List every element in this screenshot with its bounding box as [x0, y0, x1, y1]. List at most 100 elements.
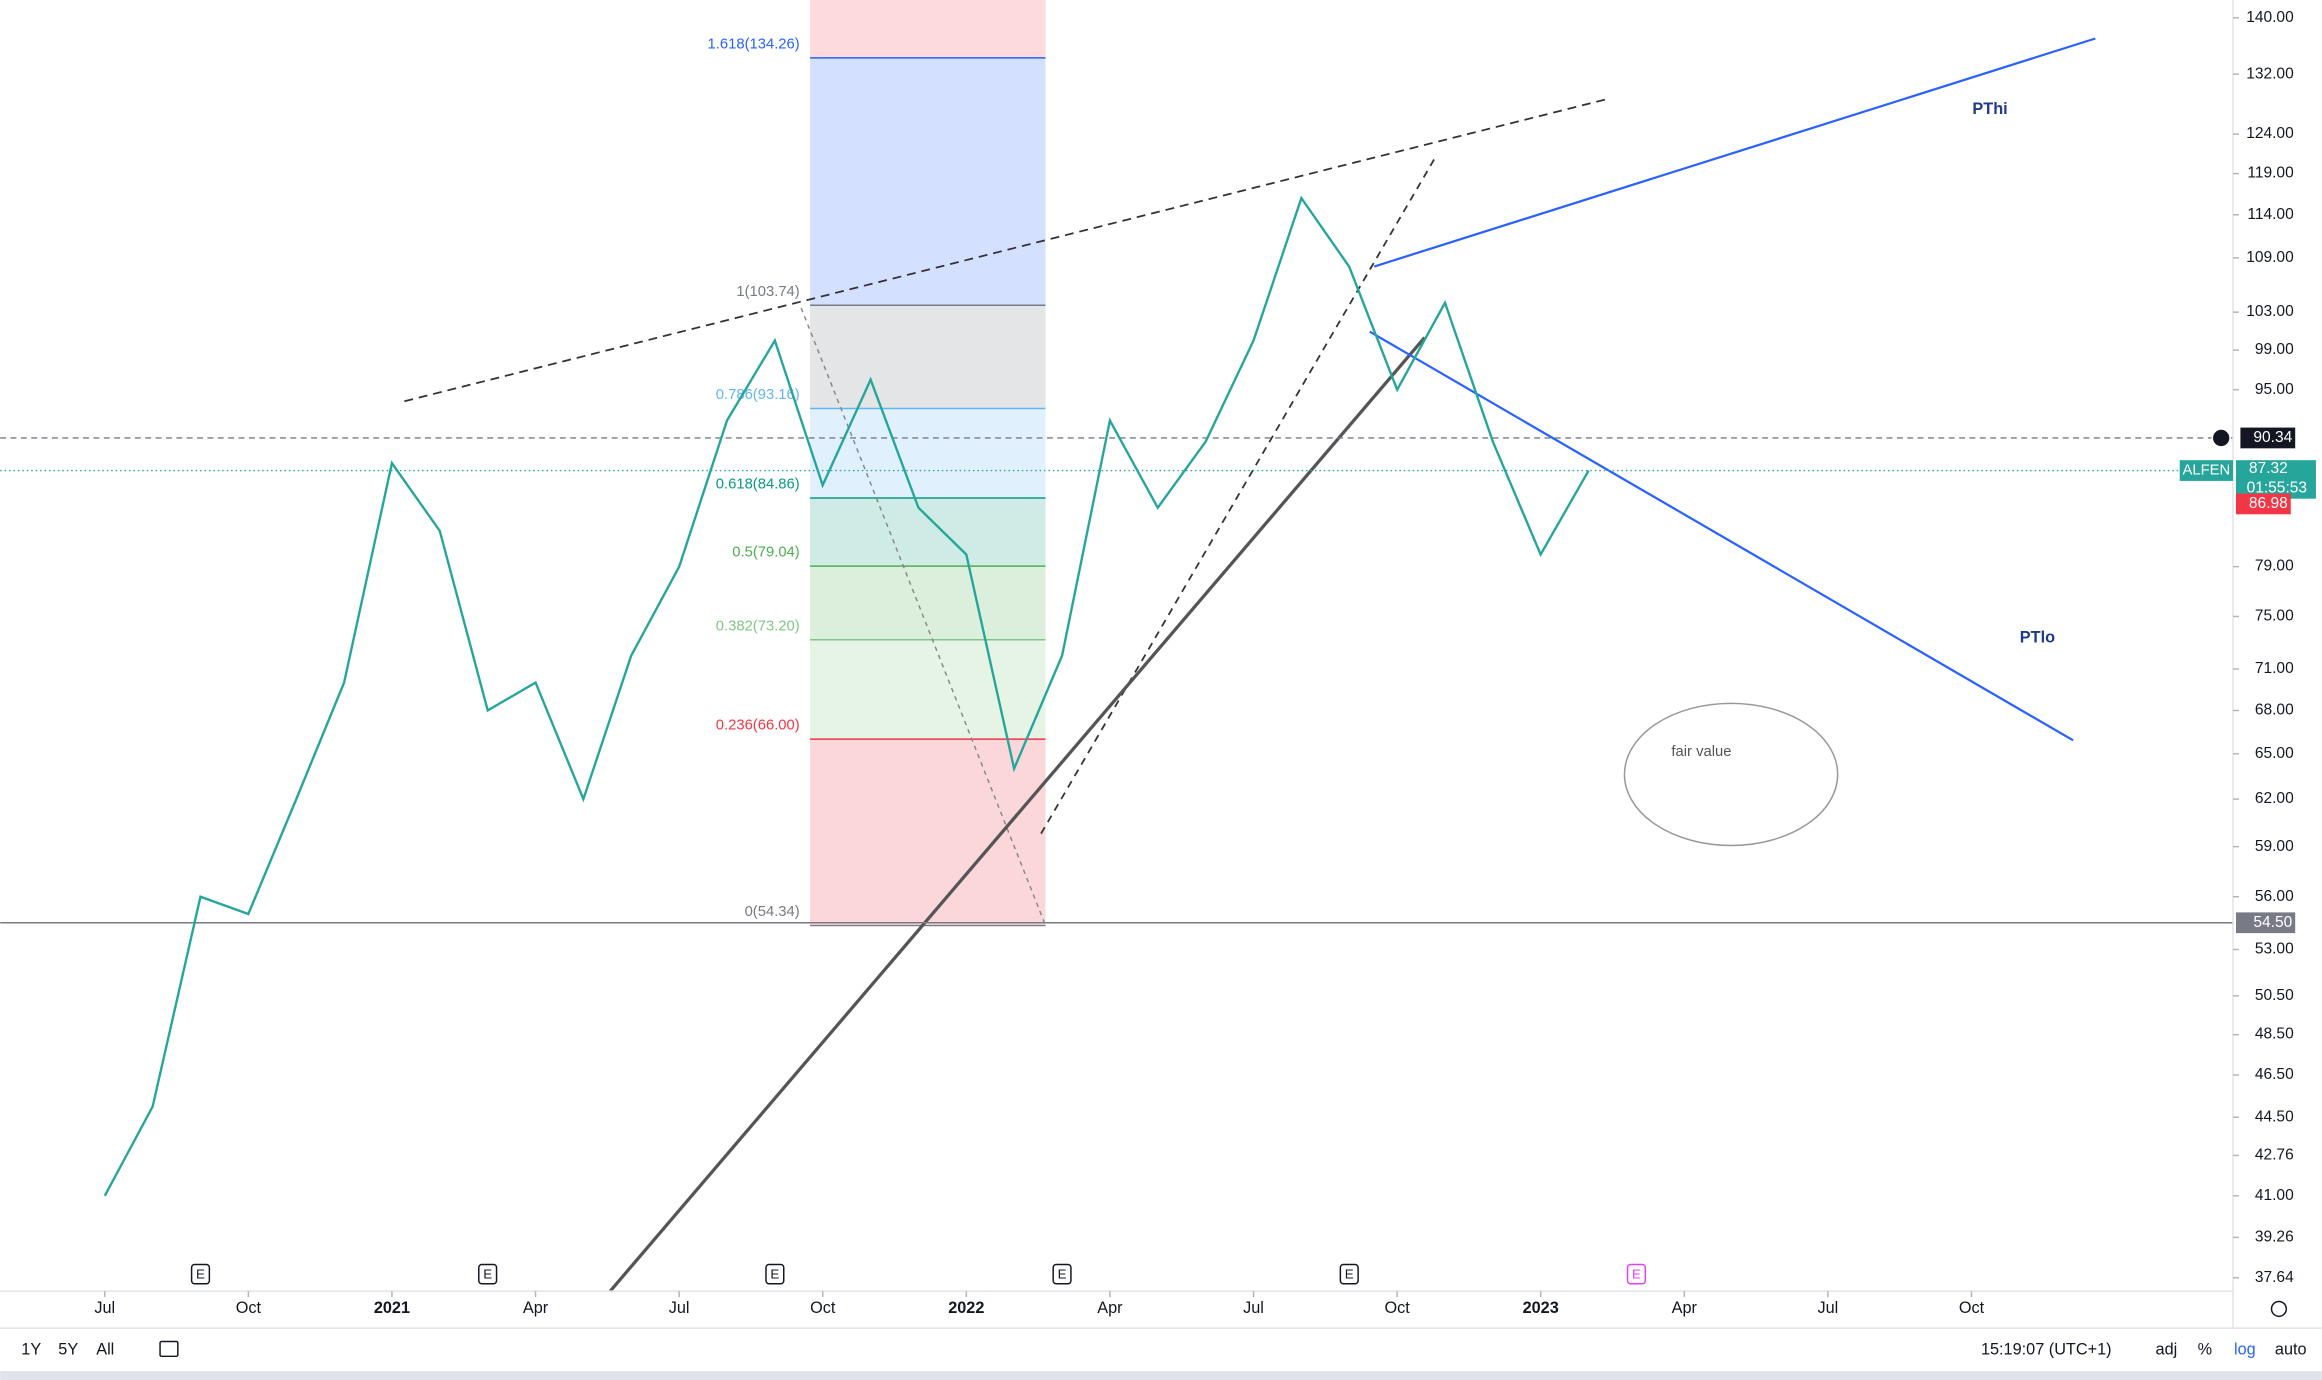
bid-price-bg	[2235, 493, 2291, 515]
y-tick-label: 56.00	[2255, 888, 2294, 905]
y-tick-label: 68.00	[2255, 702, 2294, 719]
x-tick-label: Apr	[1097, 1299, 1123, 1317]
x-tick-label: 2023	[1523, 1299, 1559, 1317]
symbol-bg	[2179, 460, 2234, 481]
earnings-label: E	[1345, 1266, 1354, 1281]
earnings-label: E	[770, 1266, 779, 1281]
earnings-label: E	[196, 1266, 205, 1281]
option-button[interactable]: log	[2234, 1341, 2256, 1359]
y-tick-label: 37.64	[2255, 1269, 2294, 1286]
y-tick-label: 132.00	[2246, 65, 2294, 82]
fib-label: 0.236(66.00)	[716, 718, 800, 734]
earnings-marker	[1339, 1263, 1359, 1285]
crosshair-price-bg	[2240, 427, 2296, 449]
y-tick-label: 62.00	[2255, 790, 2294, 807]
countdown: 01:55:53	[2247, 479, 2307, 496]
y-tick-label: 44.50	[2255, 1108, 2294, 1125]
y-tick-label: 75.00	[2255, 608, 2294, 625]
fair-value-ellipse	[1623, 702, 1839, 847]
y-tick-label: 119.00	[2247, 165, 2294, 182]
line-price: 54.50	[2253, 914, 2292, 931]
price-line	[103, 195, 1590, 1197]
trend-line	[608, 336, 1426, 1293]
y-tick-label: 50.50	[2255, 987, 2294, 1004]
fib-zone	[810, 57, 1046, 306]
x-tick-label: 2021	[374, 1299, 410, 1317]
symbol-label: ALFEN	[2183, 462, 2231, 478]
y-tick-label: 114.00	[2247, 206, 2294, 223]
option-button[interactable]: auto	[2275, 1341, 2307, 1359]
annotation: PThi	[1972, 100, 2007, 118]
x-tick-label: Oct	[1959, 1299, 1985, 1317]
annotation: PTlo	[2020, 628, 2055, 646]
line-price-bg	[2235, 912, 2296, 934]
fib-label: 0.5(79.04)	[732, 545, 800, 561]
y-tick-label: 48.50	[2255, 1026, 2294, 1043]
y-tick-label: 39.26	[2255, 1228, 2294, 1245]
fib-trend-line	[800, 307, 1047, 926]
fib-label: 0.618(84.86)	[716, 477, 800, 493]
y-tick-label: 140.00	[2246, 9, 2294, 26]
y-tick-label: 124.00	[2246, 125, 2294, 142]
x-tick-label: Oct	[810, 1299, 836, 1317]
range-button[interactable]: 1Y	[21, 1341, 41, 1359]
crosshair-icon	[2211, 428, 2231, 448]
earnings-marker	[765, 1263, 785, 1285]
y-tick-label: 95.00	[2255, 381, 2294, 398]
range-button[interactable]: All	[96, 1341, 114, 1359]
trend-line	[1040, 155, 1438, 835]
price-axis	[2233, 0, 2322, 1329]
fib-label: 0.786(93.16)	[716, 387, 800, 403]
earnings-marker	[1052, 1263, 1072, 1285]
toolbar[interactable]: 1Y 5Y All 15:19:07 (UTC+1) adj % log aut…	[21, 1300, 2307, 1359]
fib-label: 0(54.34)	[745, 904, 800, 920]
fib-zone	[810, 497, 1046, 567]
clock: 15:19:07 (UTC+1)	[1981, 1341, 2112, 1359]
fib-label: 0.382(73.20)	[716, 618, 800, 634]
fib-zone	[810, 0, 1046, 58]
y-tick-label: 46.50	[2255, 1066, 2294, 1083]
x-tick-label: Apr	[1672, 1299, 1698, 1317]
fib-zone	[810, 408, 1046, 498]
y-tick-label: 103.00	[2246, 303, 2294, 320]
y-tick-label: 79.00	[2255, 558, 2294, 575]
y-tick-label: 71.00	[2255, 660, 2294, 677]
option-button[interactable]: adj	[2156, 1341, 2178, 1359]
x-tick-label: Apr	[523, 1299, 549, 1317]
fib-zone	[810, 305, 1046, 409]
pthi-line	[1373, 37, 2096, 268]
bid-price: 86.98	[2249, 495, 2288, 512]
bottom-strip	[0, 1371, 2322, 1380]
fib-label: 1(103.74)	[736, 284, 799, 300]
earnings-label: E	[1058, 1266, 1067, 1281]
earnings-marker	[478, 1263, 498, 1285]
last-price-bg	[2235, 460, 2316, 499]
earnings-label: E	[1632, 1266, 1641, 1281]
y-tick-label: 53.00	[2255, 941, 2294, 958]
x-tick-label: Jul	[1243, 1299, 1264, 1317]
date-range-icon[interactable]	[159, 1340, 179, 1358]
earnings-marker	[190, 1263, 211, 1285]
y-tick-label: 41.00	[2255, 1187, 2294, 1204]
option-button[interactable]: %	[2198, 1341, 2212, 1359]
range-button[interactable]: 5Y	[58, 1341, 78, 1359]
x-tick-label: 2022	[948, 1299, 984, 1317]
fib-label: 1.618(134.26)	[708, 36, 800, 52]
fib-zone	[810, 639, 1046, 740]
annotation: fair value	[1671, 744, 1731, 760]
last-price: 87.32	[2249, 460, 2288, 477]
x-tick-label: Oct	[236, 1299, 262, 1317]
fib-zone	[810, 739, 1046, 926]
y-tick-label: 109.00	[2246, 249, 2294, 266]
y-tick-label: 42.76	[2255, 1147, 2294, 1164]
x-tick-label: Oct	[1384, 1299, 1410, 1317]
y-tick-label: 99.00	[2255, 341, 2294, 358]
earnings-marker	[1626, 1263, 1647, 1285]
y-tick-label: 59.00	[2255, 838, 2294, 855]
settings-icon[interactable]	[2270, 1300, 2288, 1318]
x-tick-label: Jul	[669, 1299, 690, 1317]
crosshair-price: 90.34	[2253, 429, 2292, 446]
x-tick-label: Jul	[1817, 1299, 1838, 1317]
